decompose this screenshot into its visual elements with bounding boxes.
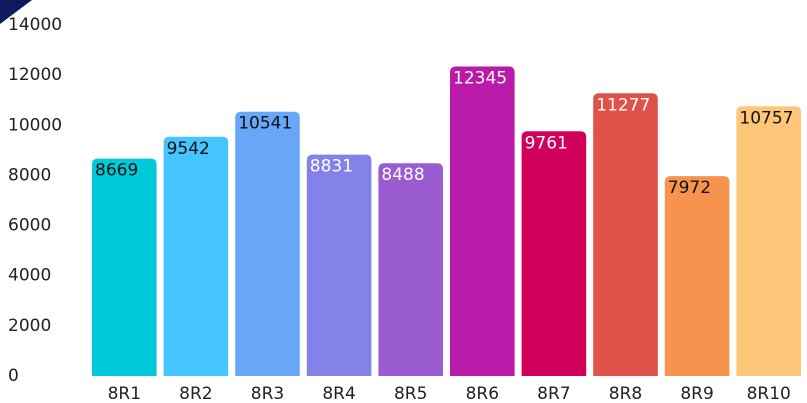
value-label: 9761 bbox=[525, 133, 568, 153]
bar bbox=[593, 93, 658, 376]
value-label: 8669 bbox=[95, 161, 138, 181]
y-tick-label: 6000 bbox=[8, 216, 51, 236]
value-label: 8488 bbox=[381, 165, 424, 185]
x-tick-label: 8R3 bbox=[251, 384, 284, 403]
y-tick-label: 10000 bbox=[8, 115, 62, 135]
bar bbox=[450, 66, 515, 376]
value-label: 11277 bbox=[596, 95, 650, 115]
bar bbox=[235, 111, 300, 376]
bar bbox=[92, 158, 157, 376]
value-label: 10757 bbox=[739, 108, 793, 128]
y-tick-label: 0 bbox=[8, 366, 19, 386]
value-label: 9542 bbox=[167, 139, 210, 159]
bar bbox=[664, 176, 730, 376]
value-label: 10541 bbox=[238, 114, 292, 134]
y-tick-label: 14000 bbox=[8, 15, 62, 35]
x-tick-label: 8R9 bbox=[680, 384, 713, 403]
bar bbox=[163, 136, 229, 376]
y-tick-label: 2000 bbox=[8, 316, 51, 336]
x-tick-label: 8R10 bbox=[747, 384, 791, 403]
value-label: 7972 bbox=[668, 178, 711, 198]
x-tick-label: 8R6 bbox=[466, 384, 499, 403]
value-label: 8831 bbox=[310, 157, 353, 177]
value-label: 12345 bbox=[453, 68, 507, 88]
x-tick-label: 8R4 bbox=[322, 384, 355, 403]
bar bbox=[521, 131, 587, 376]
bar bbox=[736, 106, 801, 376]
x-tick-label: 8R5 bbox=[394, 384, 427, 403]
bar bbox=[306, 154, 372, 376]
x-tick-label: 8R1 bbox=[108, 384, 141, 403]
x-tick-label: 8R7 bbox=[537, 384, 570, 403]
bar bbox=[378, 163, 443, 376]
corner-decoration bbox=[0, 0, 32, 24]
x-tick-label: 8R8 bbox=[609, 384, 642, 403]
y-tick-label: 12000 bbox=[8, 65, 62, 85]
x-tick-label: 8R2 bbox=[179, 384, 212, 403]
y-tick-label: 8000 bbox=[8, 165, 51, 185]
y-tick-label: 4000 bbox=[8, 266, 51, 286]
